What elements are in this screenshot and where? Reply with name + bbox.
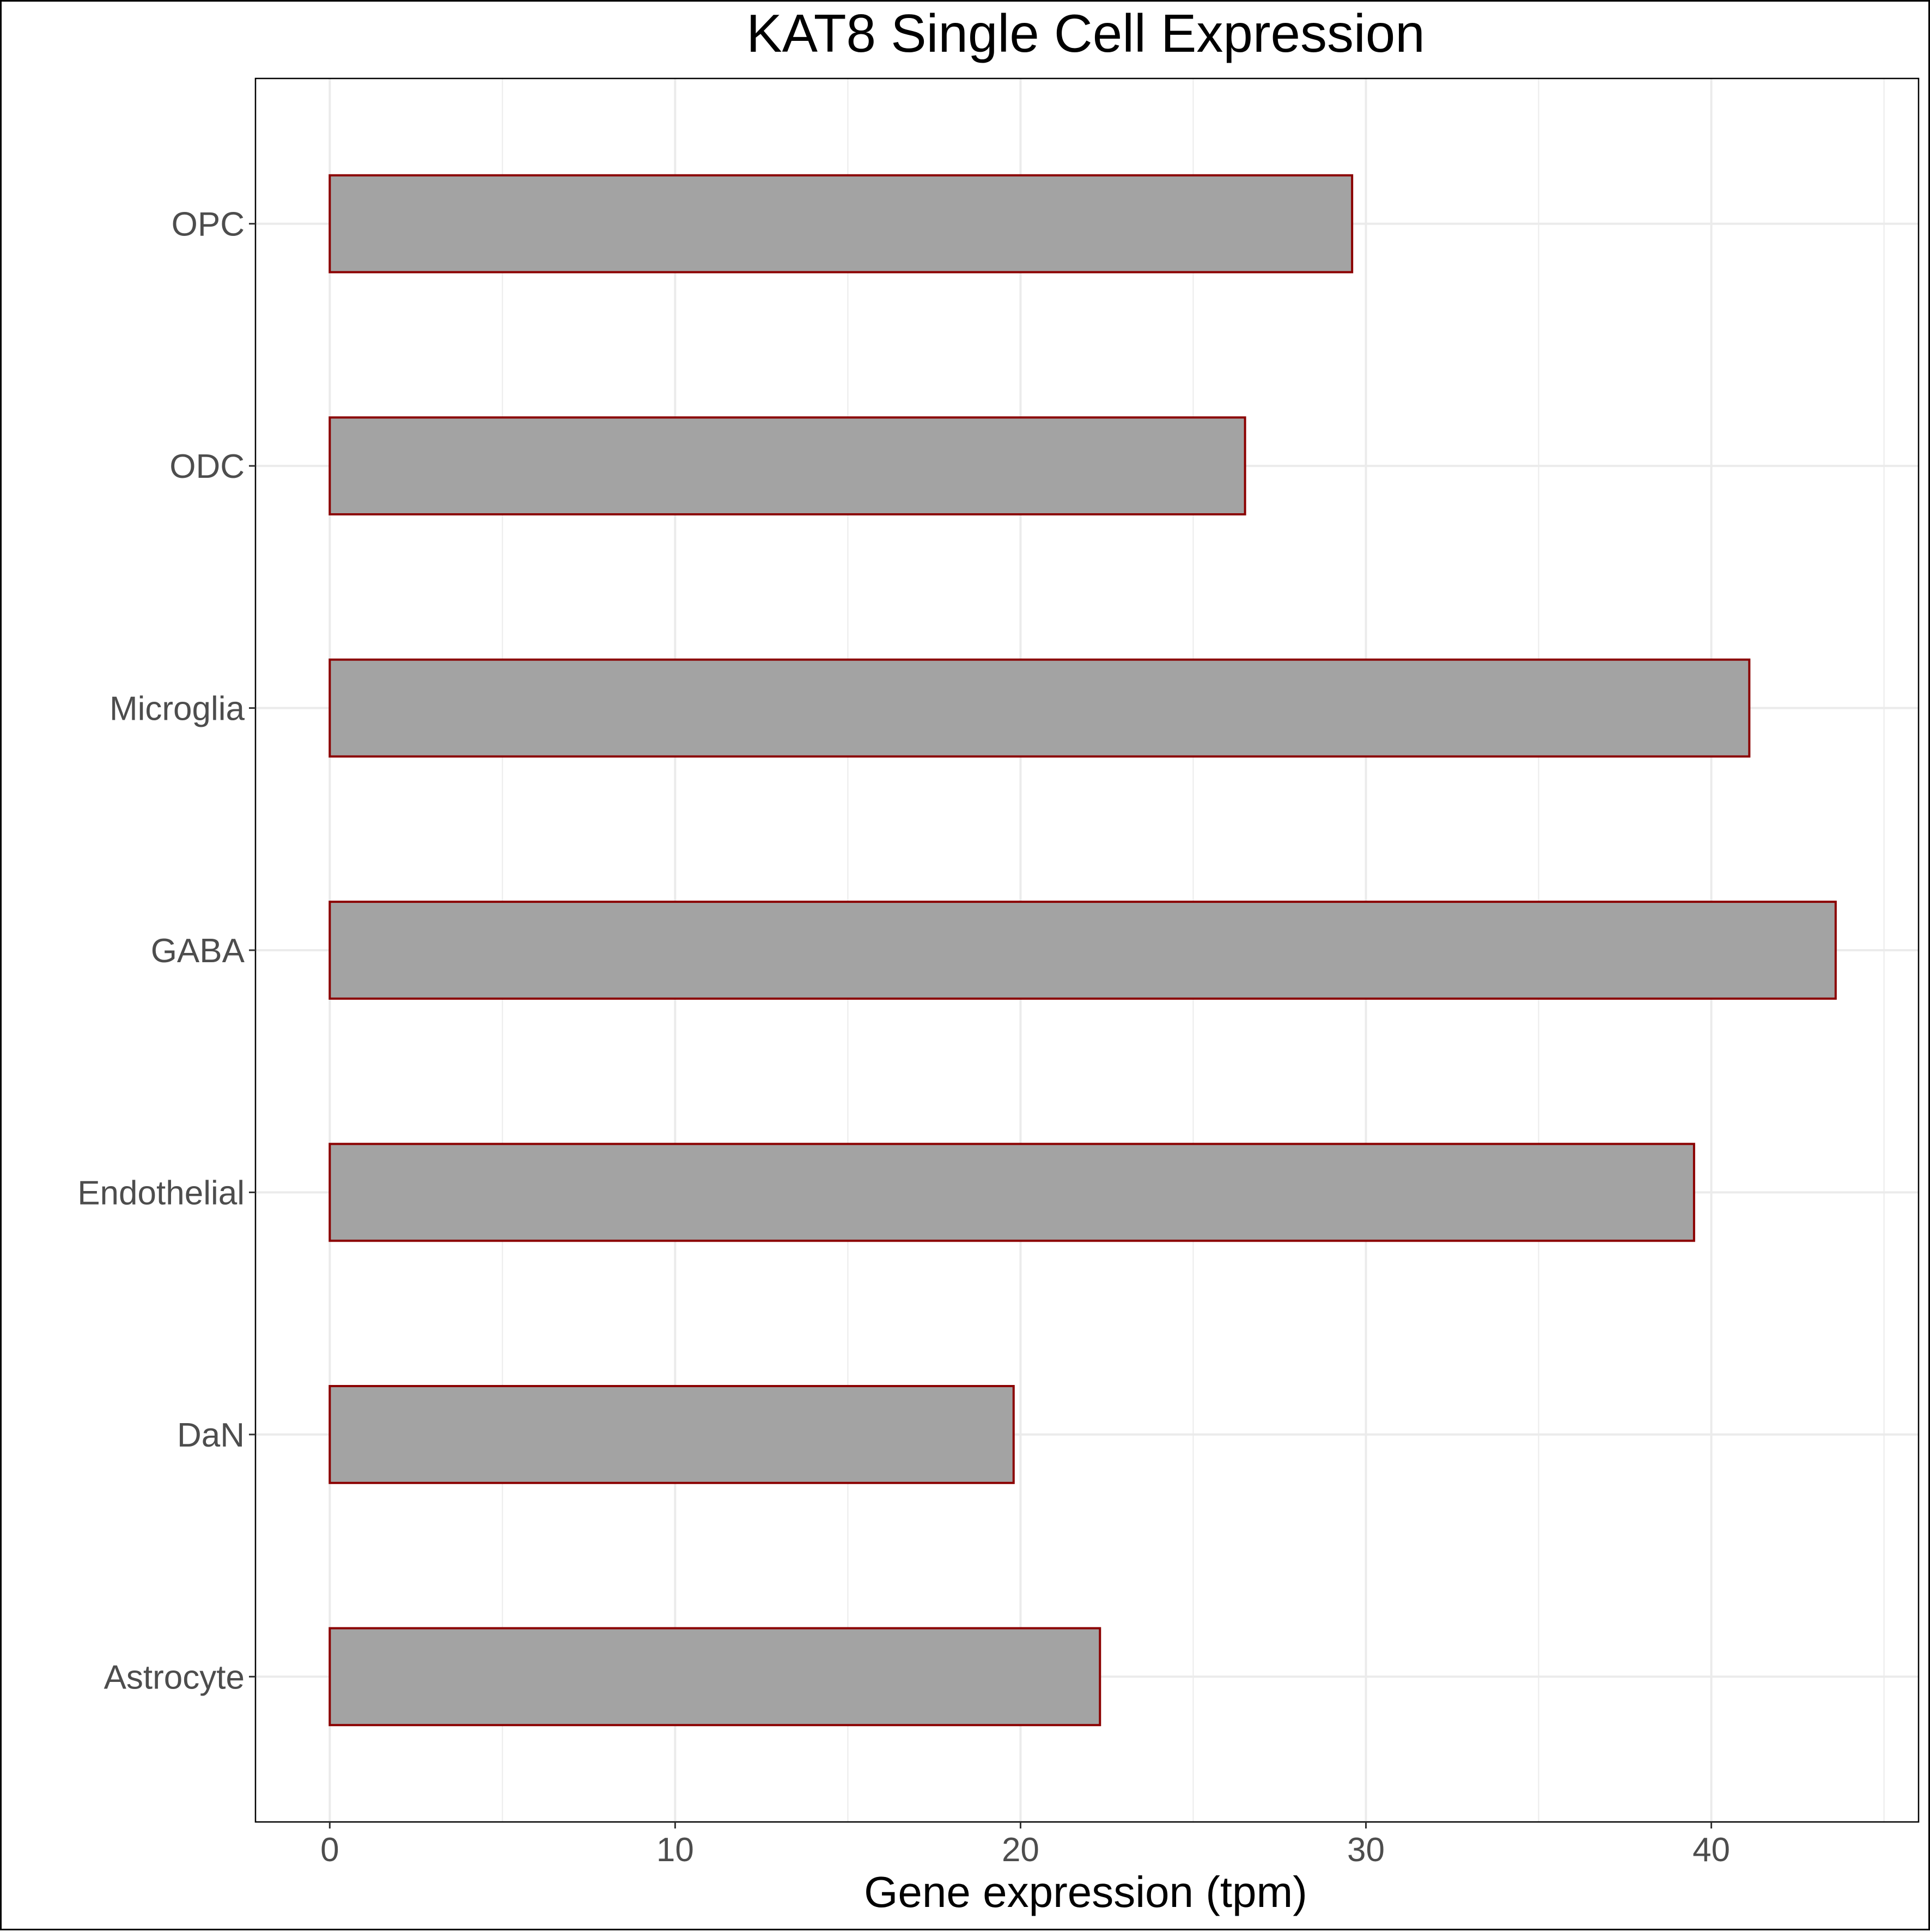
x-tick-label: 20 (1002, 1831, 1039, 1869)
chart-title: KAT8 Single Cell Expression (746, 3, 1425, 63)
x-tick-label: 0 (320, 1831, 339, 1869)
bar-astrocyte (328, 1627, 1101, 1727)
y-tick-label: GABA (151, 932, 245, 970)
x-axis-title: Gene expression (tpm) (864, 1868, 1307, 1916)
x-tick-label: 10 (656, 1831, 694, 1869)
bars (328, 174, 1837, 1727)
y-tick-label: OPC (172, 206, 245, 244)
x-axis-ticks: 0 10 20 30 40 (320, 1822, 1730, 1869)
bar-dan (328, 1385, 1015, 1484)
y-tick-label: Endothelial (77, 1174, 245, 1212)
y-axis-ticks: Astrocyte DaN Endothelial GABA Microglia ODC O… (77, 206, 255, 1696)
y-tick-label: Astrocyte (104, 1658, 245, 1696)
x-tick-label: 30 (1347, 1831, 1385, 1869)
x-tick-label: 40 (1692, 1831, 1730, 1869)
bar-microglia (328, 658, 1751, 758)
bar-endothelial (328, 1143, 1695, 1242)
y-tick-label: Microglia (109, 690, 245, 728)
y-tick-label: DaN (177, 1417, 245, 1454)
bar-odc (328, 416, 1246, 515)
bar-gaba (328, 901, 1837, 1000)
bar-opc (328, 174, 1354, 274)
y-tick-label: ODC (169, 448, 245, 485)
